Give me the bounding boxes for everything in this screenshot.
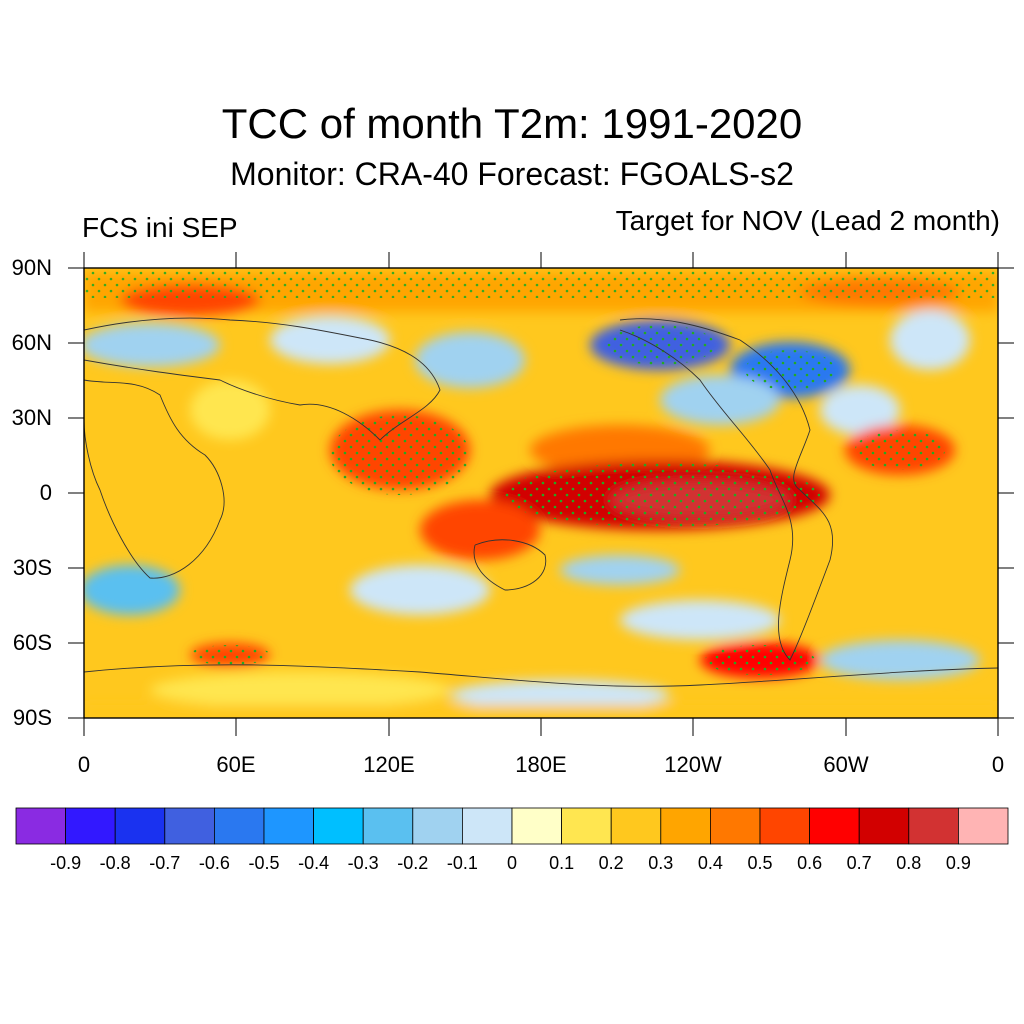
lat-label-90n: 90N <box>11 255 52 280</box>
map-field <box>84 268 998 718</box>
colorbar-label: 0.5 <box>747 853 773 873</box>
lon-label-120e: 120E <box>363 752 415 777</box>
colorbar-cell <box>511 807 562 845</box>
lat-ticks <box>68 267 1014 719</box>
lon-label-60w: 60W <box>823 752 869 777</box>
colorbar-cell <box>65 807 116 845</box>
plot-title: TCC of month T2m: 1991-2020 <box>221 100 803 147</box>
lat-label-90s: 90S <box>12 705 52 730</box>
lat-label-30s: 30S <box>12 555 52 580</box>
colorbar-cell <box>660 807 711 845</box>
colorbar-label: 0 <box>506 853 517 873</box>
colorbar-label: -0.2 <box>397 853 429 873</box>
plot-subtitle: Monitor: CRA-40 Forecast: FGOALS-s2 <box>230 156 794 192</box>
colorbar-label: -0.6 <box>198 853 230 873</box>
colorbar-cell <box>858 807 910 845</box>
lat-label-60n: 60N <box>11 330 52 355</box>
colorbar-cell <box>710 807 761 845</box>
lat-label-0: 0 <box>39 480 52 505</box>
colorbar-label: 0.7 <box>846 853 872 873</box>
colorbar-label: -0.9 <box>50 853 82 873</box>
lat-label-60s: 60S <box>12 630 52 655</box>
colorbar-cell <box>263 807 314 845</box>
colorbar-label: -0.5 <box>248 853 280 873</box>
colorbar <box>15 807 1009 845</box>
colorbar-cell <box>164 807 215 845</box>
colorbar-label: 0.4 <box>697 853 723 873</box>
colorbar-cell <box>908 807 959 845</box>
colorbar-label: -0.7 <box>149 853 181 873</box>
colorbar-label: -0.3 <box>347 853 379 873</box>
colorbar-cell <box>362 807 414 845</box>
lon-label-0-east: 0 <box>991 752 1005 777</box>
lon-label-180e: 180E <box>515 752 567 777</box>
colorbar-label: 0.2 <box>598 853 624 873</box>
colorbar-cell <box>461 807 513 845</box>
colorbar-label: 0.1 <box>549 853 575 873</box>
target-label: Target for NOV (Lead 2 month) <box>615 205 1000 236</box>
colorbar-label: -0.4 <box>298 853 330 873</box>
colorbar-label: -0.1 <box>446 853 478 873</box>
colorbar-cell <box>561 807 612 845</box>
colorbar-cell <box>412 807 463 845</box>
colorbar-label: 0.3 <box>648 853 674 873</box>
colorbar-cell <box>15 807 66 845</box>
colorbar-cell <box>958 807 1009 845</box>
colorbar-label: 0.9 <box>945 853 971 873</box>
lon-label-120w: 120W <box>664 752 722 777</box>
colorbar-label: 0.6 <box>797 853 823 873</box>
colorbar-cell <box>809 807 860 845</box>
init-label: FCS ini SEP <box>82 212 238 243</box>
lon-ticks <box>83 252 999 736</box>
colorbar-cell <box>114 807 166 845</box>
lon-label-60e: 60E <box>216 752 256 777</box>
colorbar-label: 0.8 <box>896 853 922 873</box>
colorbar-label: -0.8 <box>99 853 131 873</box>
colorbar-cell <box>313 807 364 845</box>
colorbar-cell <box>610 807 662 845</box>
colorbar-cell <box>759 807 810 845</box>
lon-label-0: 0 <box>77 752 91 777</box>
lat-label-30n: 30N <box>11 405 52 430</box>
colorbar-cell <box>213 807 265 845</box>
